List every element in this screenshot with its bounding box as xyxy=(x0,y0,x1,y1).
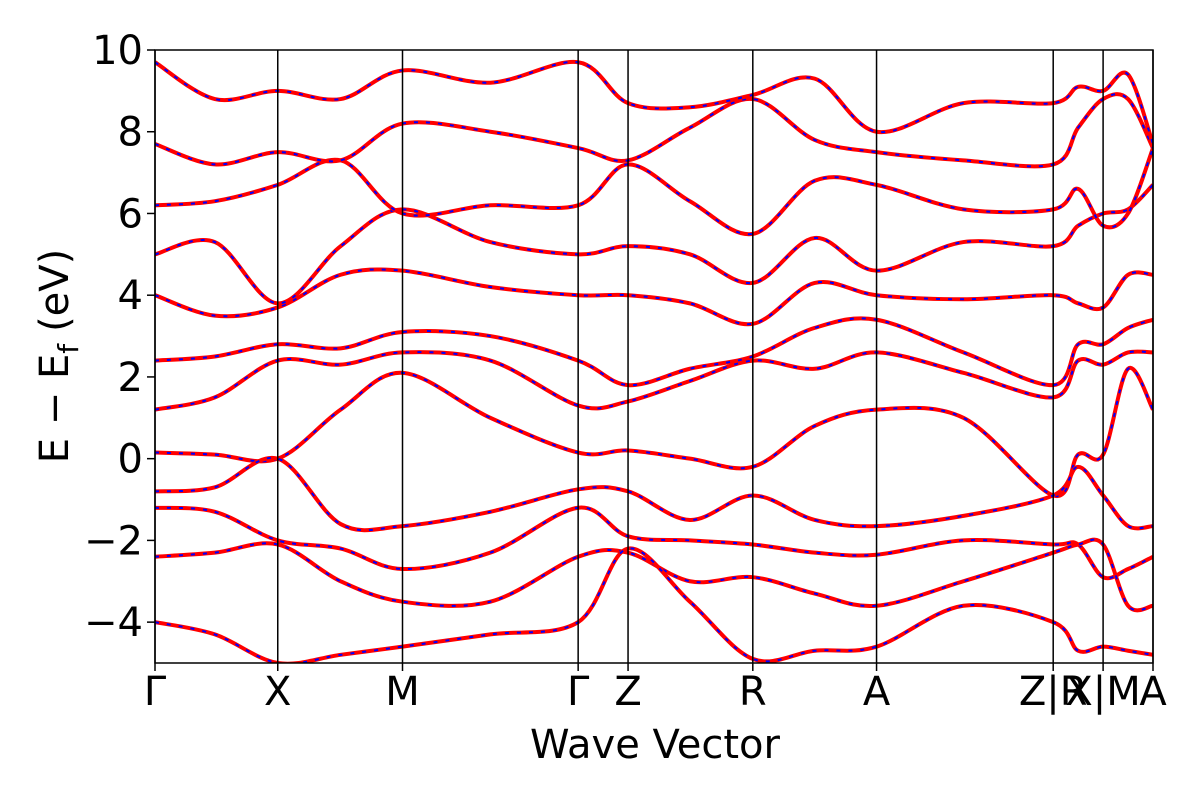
x-tick-label: Z|R xyxy=(1019,669,1088,715)
y-label-unit: (eV) xyxy=(32,249,78,332)
band-line xyxy=(155,147,1153,237)
band-line xyxy=(155,455,1153,533)
band-line-dashed xyxy=(155,93,1153,168)
band-line-dashed xyxy=(155,547,1153,663)
plot-area xyxy=(155,59,1153,663)
band-line-dashed xyxy=(155,456,1153,532)
band-line-dashed xyxy=(155,184,1153,305)
band-line xyxy=(155,537,1153,613)
y-tick-label: 4 xyxy=(118,273,143,319)
x-tick-label: Γ xyxy=(144,669,167,715)
x-tick-label: M xyxy=(385,669,420,715)
band-line-dashed xyxy=(155,350,1153,411)
x-tick-label: A xyxy=(1139,669,1167,715)
axes-frame xyxy=(154,49,1154,664)
band-line-dashed xyxy=(155,538,1153,612)
y-tick-label: 6 xyxy=(118,191,143,237)
x-tick-label: A xyxy=(863,669,891,715)
band-line xyxy=(155,92,1153,169)
band-line xyxy=(155,267,1153,327)
band-line xyxy=(155,183,1153,306)
band-line-dashed xyxy=(155,147,1153,236)
x-tick-label: Z xyxy=(614,669,641,715)
x-tick-label: R xyxy=(739,669,767,715)
band-line xyxy=(155,59,1153,145)
x-tick-label: X xyxy=(264,669,291,715)
band-line-dashed xyxy=(155,367,1153,497)
x-axis-label: Wave Vector xyxy=(530,722,781,768)
y-tick-label: 2 xyxy=(118,355,143,401)
band-line-dashed xyxy=(155,317,1153,387)
x-tick-label: Γ xyxy=(567,669,590,715)
y-tick-label: 10 xyxy=(92,28,143,74)
y-label-main: E − E xyxy=(32,354,78,464)
y-tick-label: 8 xyxy=(118,110,143,156)
y-tick-label: −2 xyxy=(84,518,143,564)
y-label-sub: f xyxy=(52,343,85,354)
x-tick-label: X|M xyxy=(1065,669,1140,715)
y-tick-label: 0 xyxy=(118,437,143,483)
band-line-dashed xyxy=(155,60,1153,145)
y-axis-label: E − Ef (eV) xyxy=(32,249,85,464)
y-tick-label: −4 xyxy=(84,600,143,646)
band-line xyxy=(155,316,1153,388)
